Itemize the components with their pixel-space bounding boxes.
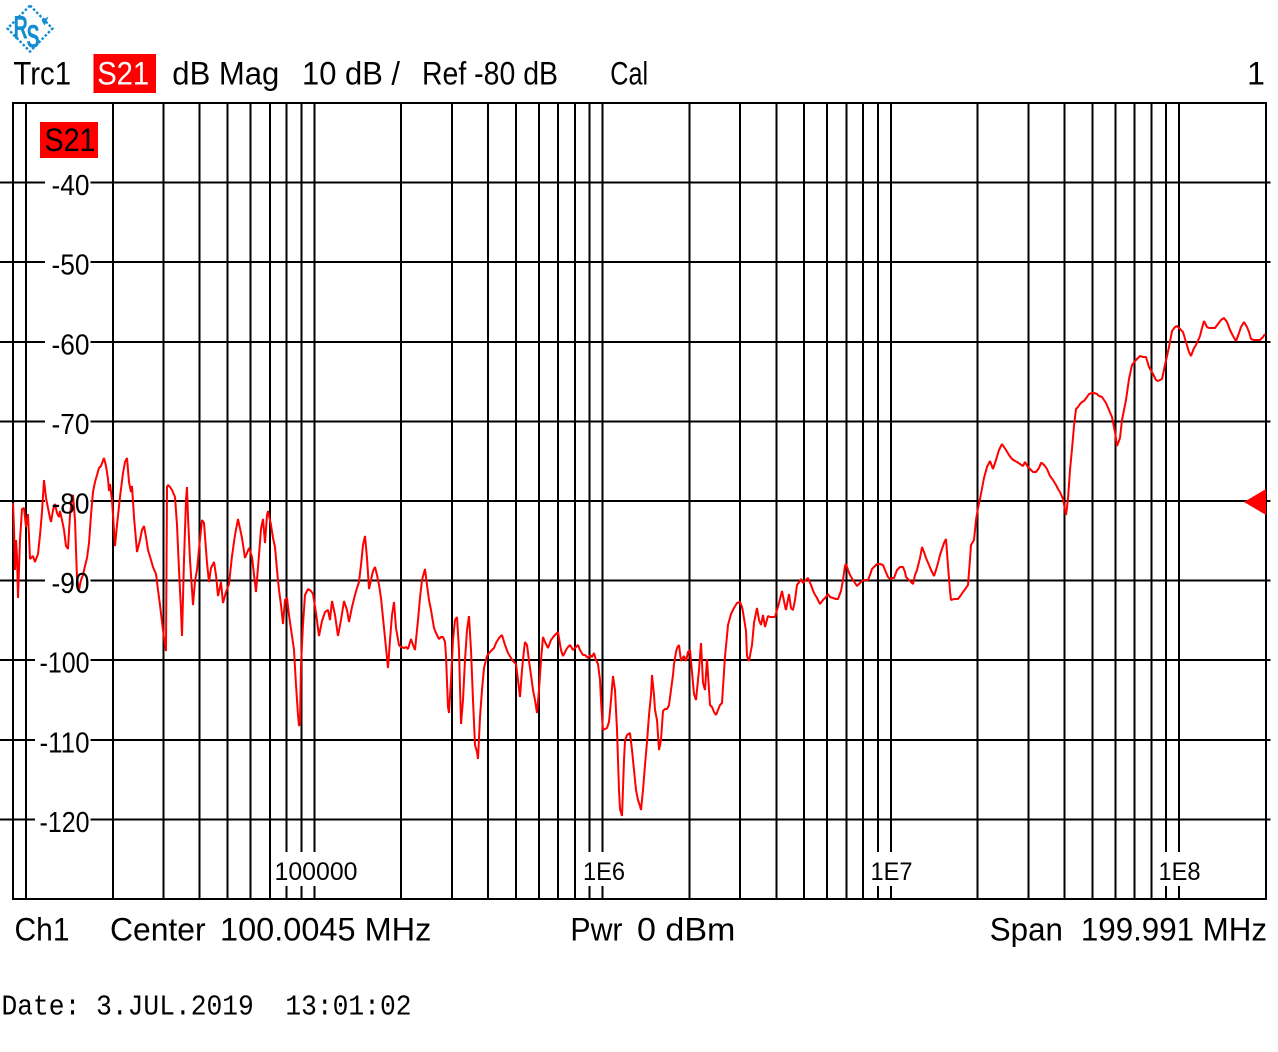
svg-text:Center: Center bbox=[110, 912, 206, 948]
svg-text:-50: -50 bbox=[52, 250, 90, 282]
svg-text:-70: -70 bbox=[52, 409, 90, 441]
svg-text:-40: -40 bbox=[52, 170, 90, 202]
svg-text:R: R bbox=[14, 10, 28, 46]
svg-text:-110: -110 bbox=[40, 727, 90, 759]
svg-text:-90: -90 bbox=[52, 568, 90, 600]
svg-text:-60: -60 bbox=[52, 329, 90, 361]
svg-text:-80: -80 bbox=[52, 489, 90, 521]
svg-text:Span: Span bbox=[990, 912, 1063, 948]
svg-text:1E8: 1E8 bbox=[1159, 858, 1201, 886]
svg-text:Cal: Cal bbox=[610, 56, 648, 92]
svg-text:1E6: 1E6 bbox=[583, 858, 625, 886]
svg-text:Pwr: Pwr bbox=[570, 912, 622, 948]
svg-text:0 dBm: 0 dBm bbox=[637, 912, 735, 948]
svg-text:1: 1 bbox=[1247, 56, 1265, 92]
svg-text:Ch1: Ch1 bbox=[15, 912, 70, 948]
svg-text:1E7: 1E7 bbox=[871, 858, 913, 886]
svg-text:Trc1: Trc1 bbox=[13, 56, 71, 92]
svg-text:199.991 MHz: 199.991 MHz bbox=[1081, 912, 1267, 948]
svg-text:100000: 100000 bbox=[275, 858, 358, 886]
svg-text:-100: -100 bbox=[40, 648, 90, 680]
svg-text:Ref -80 dB: Ref -80 dB bbox=[422, 56, 558, 92]
svg-text:10 dB /: 10 dB / bbox=[302, 56, 400, 92]
svg-text:dB Mag: dB Mag bbox=[172, 56, 279, 92]
svg-text:Date: 3.JUL.2019 13:01:02: Date: 3.JUL.2019 13:01:02 bbox=[2, 991, 412, 1024]
svg-text:-120: -120 bbox=[40, 807, 90, 839]
svg-text:S21: S21 bbox=[45, 122, 96, 158]
svg-text:100.0045 MHz: 100.0045 MHz bbox=[220, 912, 431, 948]
svg-text:S21: S21 bbox=[97, 56, 149, 92]
svg-text:S: S bbox=[27, 19, 40, 55]
